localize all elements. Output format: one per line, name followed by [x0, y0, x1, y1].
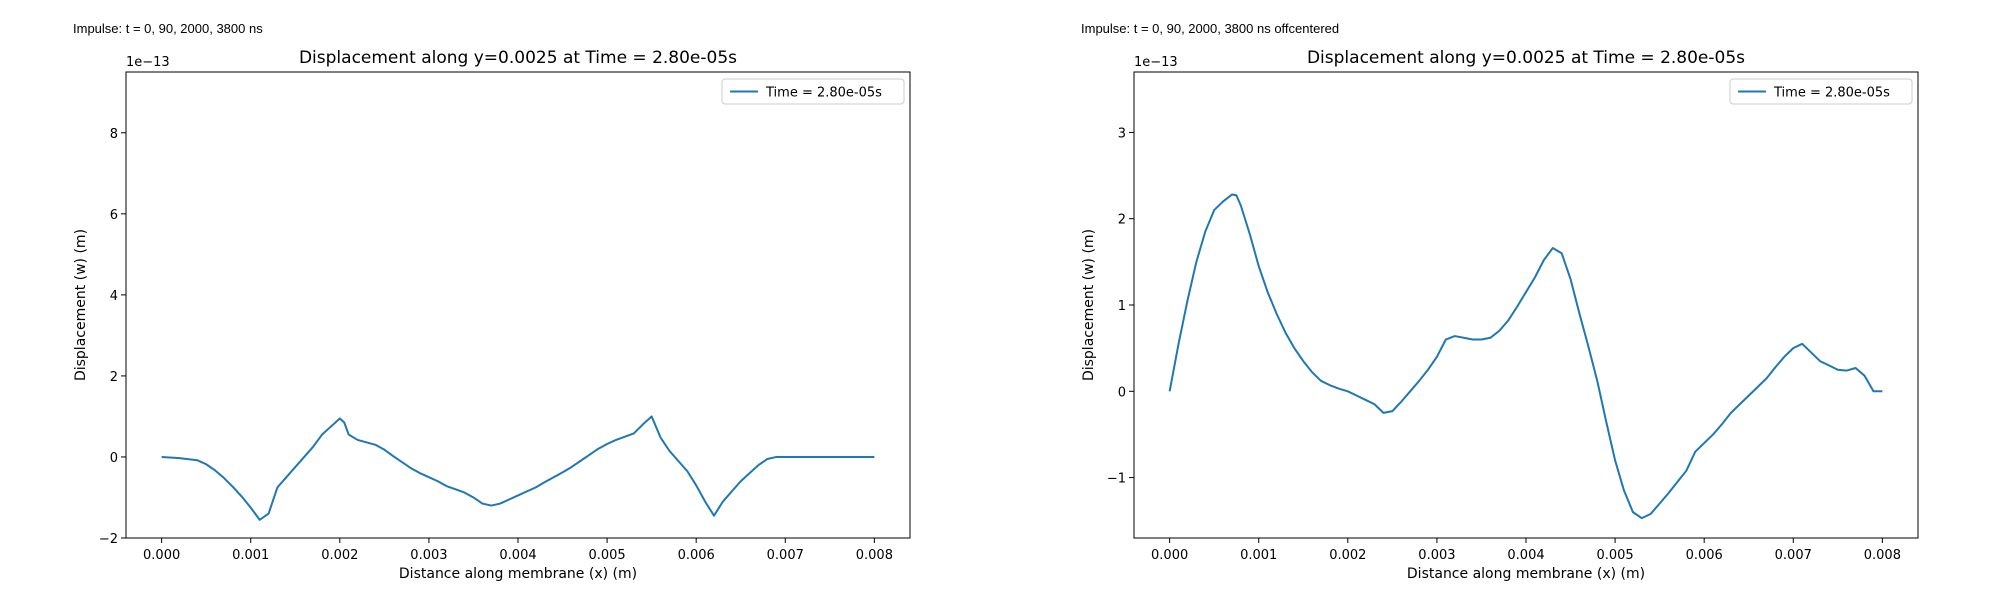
x-axis-label: Distance along membrane (x) (m)	[399, 566, 637, 582]
chart-right: Displacement along y=0.0025 at Time = 2.…	[1081, 48, 1919, 582]
legend-box	[1729, 78, 1913, 105]
x-tick-label: 0.003	[410, 548, 447, 563]
y-tick-label: 3	[1118, 126, 1126, 141]
x-tick-label: 0.001	[232, 548, 269, 563]
data-line	[161, 415, 875, 521]
figure-caption: Impulse: t = 0, 90, 2000, 3800 ns	[73, 21, 263, 36]
y-tick-label: 4	[110, 289, 118, 304]
plot-frame	[125, 71, 911, 539]
chart-title: Displacement along y=0.0025 at Time = 2.…	[299, 48, 737, 68]
x-tick-label: 0.002	[321, 548, 358, 563]
y-offset-label: 1e−13	[1134, 55, 1178, 70]
chart-title: Displacement along y=0.0025 at Time = 2.…	[1307, 48, 1745, 68]
x-tick-label: 0.005	[1596, 548, 1633, 563]
legend-label: Time = 2.80e-05s	[1773, 86, 1890, 101]
x-tick-label: 0.004	[1507, 548, 1544, 563]
y-tick-label: 1	[1118, 299, 1126, 314]
x-axis-label: Distance along membrane (x) (m)	[1407, 566, 1645, 582]
x-tick-label: 0.006	[1686, 548, 1723, 563]
x-tick-label: 0.004	[499, 548, 536, 563]
y-axis-label: Displacement (w) (m)	[1081, 229, 1097, 381]
chart-left: Displacement along y=0.0025 at Time = 2.…	[73, 48, 911, 582]
data-line	[1168, 193, 1883, 520]
y-tick-label: 0	[110, 451, 118, 466]
y-tick-label: 6	[110, 208, 118, 223]
x-tick-label: 0.007	[767, 548, 804, 563]
y-offset-label: 1e−13	[126, 55, 170, 70]
figure-caption: Impulse: t = 0, 90, 2000, 3800 ns offcen…	[1081, 21, 1340, 36]
legend-box	[721, 78, 905, 105]
y-tick-label: −1	[1107, 472, 1126, 487]
x-tick-label: 0.002	[1329, 548, 1366, 563]
x-tick-label: 0.007	[1775, 548, 1812, 563]
y-tick-label: 0	[1118, 385, 1126, 400]
left-chart-panel: Impulse: t = 0, 90, 2000, 3800 ns Displa…	[0, 0, 1000, 600]
y-axis-label: Displacement (w) (m)	[73, 229, 89, 381]
x-tick-label: 0.000	[143, 548, 180, 563]
x-tick-label: 0.006	[678, 548, 715, 563]
x-tick-label: 0.001	[1240, 548, 1277, 563]
x-tick-label: 0.003	[1418, 548, 1455, 563]
x-tick-label: 0.005	[588, 548, 625, 563]
right-chart-panel: Impulse: t = 0, 90, 2000, 3800 ns offcen…	[1008, 0, 2000, 600]
x-tick-label: 0.000	[1151, 548, 1188, 563]
x-tick-label: 0.008	[1864, 548, 1901, 563]
y-tick-label: 2	[110, 370, 118, 385]
plot-frame	[1133, 71, 1919, 539]
y-tick-label: 8	[110, 127, 118, 142]
legend-label: Time = 2.80e-05s	[765, 86, 882, 101]
y-tick-label: −2	[99, 532, 118, 547]
y-tick-label: 2	[1118, 213, 1126, 228]
x-tick-label: 0.008	[856, 548, 893, 563]
